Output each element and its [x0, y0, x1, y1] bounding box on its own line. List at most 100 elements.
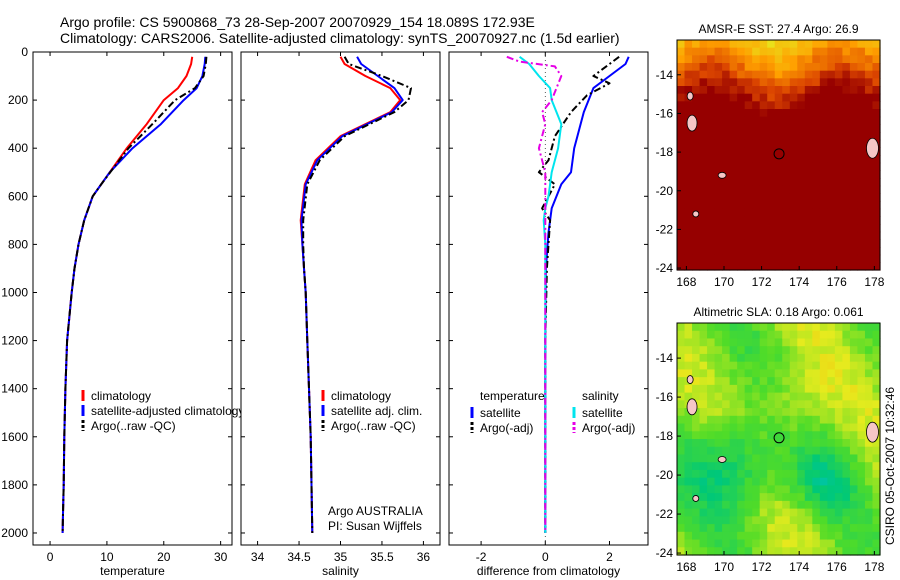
- field-cell: [677, 508, 686, 517]
- field-cell: [677, 93, 686, 102]
- field-cell: [714, 330, 723, 340]
- field-cell: [707, 431, 716, 440]
- field-cell: [774, 377, 783, 386]
- field-cell: [872, 377, 881, 386]
- field-cell: [789, 369, 798, 378]
- field-cell: [849, 247, 859, 256]
- sst-lon-tick-label: 174: [789, 275, 809, 289]
- difference-from-climatology-xtick-label: 2: [606, 550, 613, 564]
- field-cell: [857, 516, 866, 525]
- field-cell: [849, 262, 859, 271]
- field-cell: [699, 524, 708, 533]
- field-cell: [789, 116, 798, 125]
- field-cell: [699, 330, 708, 340]
- field-cell: [714, 477, 723, 486]
- field-cell: [774, 193, 783, 202]
- field-cell: [684, 493, 693, 502]
- field-cell: [714, 346, 723, 355]
- field-cell: [804, 139, 813, 148]
- field-cell: [849, 400, 859, 409]
- field-cell: [722, 109, 731, 118]
- field-cell: [714, 408, 723, 417]
- field-cell: [767, 454, 776, 463]
- field-cell: [812, 155, 821, 164]
- field-cell: [737, 55, 746, 64]
- field-cell: [744, 262, 753, 271]
- field-cell: [774, 423, 783, 432]
- field-cell: [729, 201, 738, 210]
- field-cell: [842, 239, 851, 248]
- field-cell: [767, 408, 776, 417]
- field-cell: [722, 539, 731, 548]
- field-cell: [857, 239, 866, 248]
- field-cell: [729, 124, 738, 133]
- field-cell: [849, 239, 859, 248]
- field-cell: [789, 431, 798, 440]
- field-cell: [699, 361, 708, 370]
- field-cell: [714, 485, 723, 494]
- field-cell: [692, 485, 701, 494]
- field-cell: [684, 86, 693, 95]
- field-cell: [774, 224, 783, 233]
- field-cell: [789, 384, 798, 394]
- field-cell: [759, 346, 768, 355]
- field-cell: [692, 254, 701, 263]
- field-cell: [737, 423, 746, 432]
- field-cell: [804, 170, 813, 179]
- field-cell: [864, 208, 874, 217]
- field-cell: [857, 78, 866, 87]
- field-cell: [767, 477, 776, 486]
- field-cell: [684, 330, 693, 340]
- field-cell: [707, 439, 716, 448]
- field-cell: [722, 247, 731, 256]
- field-cell: [699, 109, 708, 118]
- field-cell: [789, 55, 798, 64]
- field-cell: [677, 262, 686, 271]
- field-cell: [774, 124, 783, 133]
- salinity-axis-label: salinity: [322, 564, 359, 578]
- field-cell: [812, 353, 821, 363]
- field-cell: [789, 78, 798, 87]
- field-cell: [812, 247, 821, 256]
- field-cell: [842, 216, 851, 225]
- field-cell: [714, 185, 723, 194]
- field-cell: [819, 353, 828, 363]
- field-cell: [729, 493, 738, 502]
- field-cell: [872, 224, 881, 233]
- field-cell: [819, 109, 828, 118]
- field-cell: [827, 400, 836, 409]
- field-cell: [797, 369, 806, 378]
- field-cell: [782, 247, 791, 256]
- field-cell: [842, 132, 851, 141]
- field-cell: [729, 384, 738, 394]
- field-cell: [804, 40, 813, 49]
- field-cell: [737, 531, 746, 541]
- field-cell: [774, 86, 783, 95]
- field-cell: [819, 208, 828, 217]
- field-cell: [714, 55, 723, 64]
- field-cell: [849, 462, 859, 471]
- field-cell: [692, 147, 701, 156]
- field-cell: [707, 155, 716, 164]
- field-cell: [797, 70, 806, 79]
- field-cell: [707, 384, 716, 394]
- salinity-xtick-label: 34.5: [287, 550, 311, 564]
- field-cell: [782, 353, 791, 363]
- field-cell: [759, 86, 768, 95]
- field-cell: [714, 531, 723, 541]
- field-cell: [737, 516, 746, 525]
- field-cell: [872, 454, 881, 463]
- field-cell: [774, 469, 783, 479]
- field-cell: [782, 47, 791, 56]
- field-cell: [857, 224, 866, 233]
- field-cell: [797, 124, 806, 133]
- field-cell: [857, 101, 866, 110]
- field-cell: [677, 446, 686, 456]
- field-cell: [759, 446, 768, 456]
- sst-map-title: AMSR-E SST: 27.4 Argo: 26.9: [698, 22, 858, 36]
- field-cell: [782, 516, 791, 525]
- field-cell: [759, 361, 768, 370]
- field-cell: [752, 431, 761, 440]
- field-cell: [872, 323, 881, 332]
- field-cell: [737, 86, 746, 95]
